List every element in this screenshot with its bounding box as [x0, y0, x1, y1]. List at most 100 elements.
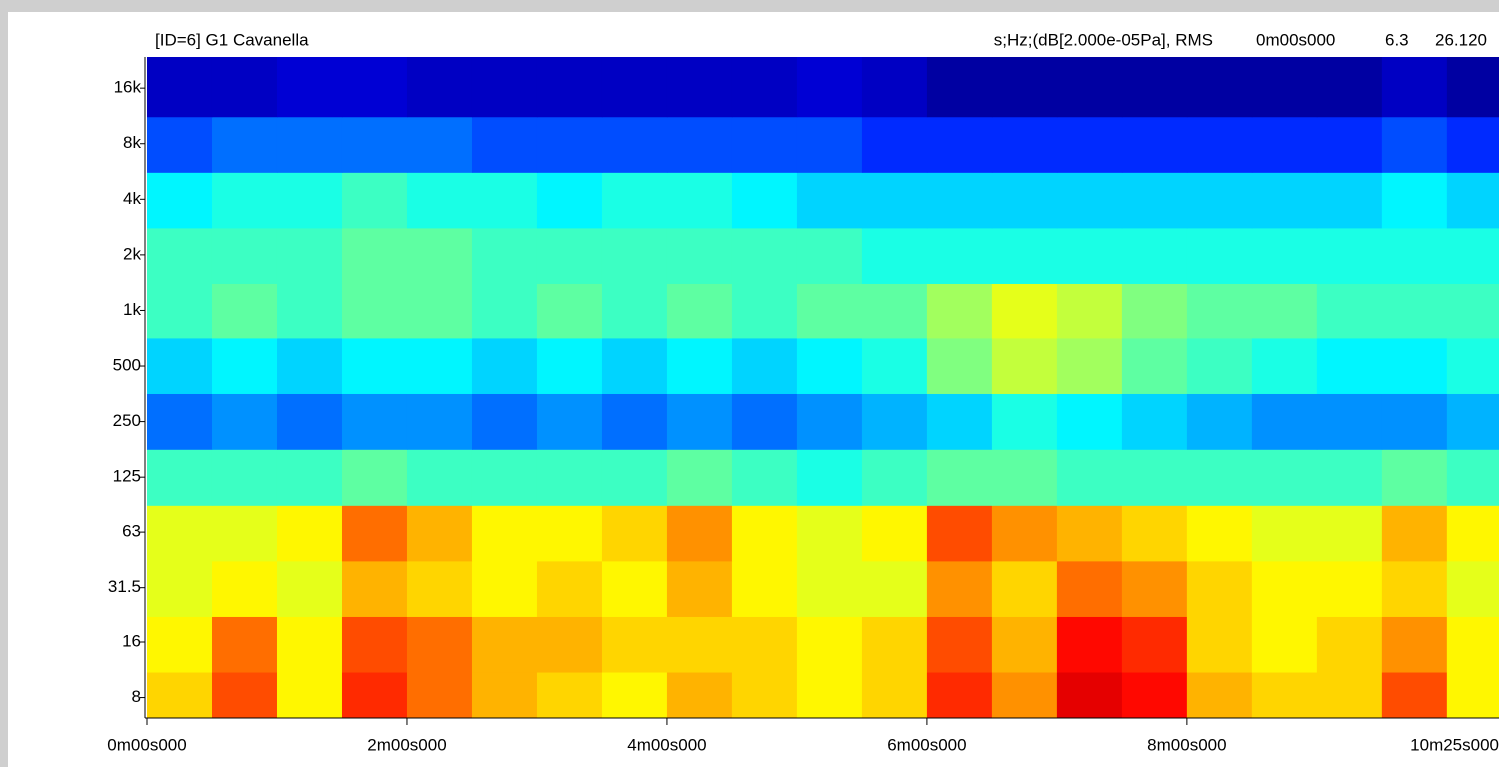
heatmap-cell	[796, 227, 863, 284]
heatmap-cell	[796, 505, 863, 562]
heatmap-cell	[1121, 337, 1188, 394]
y-tick-label: 8	[132, 687, 141, 706]
heatmap-cell	[926, 505, 993, 562]
heatmap-cell	[276, 449, 343, 506]
heatmap-cell	[601, 393, 668, 450]
heatmap-cell	[666, 227, 733, 284]
heatmap-cell	[276, 172, 343, 229]
heatmap-cell	[1056, 505, 1123, 562]
heatmap-cell	[1381, 283, 1448, 339]
heatmap-cell	[1381, 560, 1448, 617]
heatmap-cell	[991, 560, 1058, 617]
heatmap-cell	[211, 449, 278, 506]
heatmap-cell	[471, 172, 538, 229]
heatmap-cell	[276, 560, 343, 617]
heatmap-cell	[731, 672, 798, 719]
heatmap-cell	[731, 172, 798, 229]
heatmap-cell	[1381, 227, 1448, 284]
heatmap-cell	[276, 57, 343, 118]
heatmap-cell	[926, 449, 993, 506]
heatmap-cell	[1381, 337, 1448, 394]
heatmap-cell	[1186, 560, 1253, 617]
heatmap-cell	[341, 57, 408, 118]
heatmap-cell	[341, 227, 408, 284]
y-tick-label: 63	[122, 522, 141, 541]
heatmap-cell	[341, 560, 408, 617]
heatmap-cell	[276, 672, 343, 719]
heatmap-cell	[731, 560, 798, 617]
heatmap-cell	[601, 449, 668, 506]
heatmap-cell	[406, 116, 473, 173]
heatmap-cell	[1316, 116, 1383, 173]
heatmap-cell	[1121, 116, 1188, 173]
heatmap-cell	[211, 116, 278, 173]
heatmap-cell	[861, 393, 928, 450]
heatmap-cell	[341, 116, 408, 173]
heatmap-cell	[666, 172, 733, 229]
heatmap-cell	[536, 616, 603, 673]
heatmap-cell	[796, 172, 863, 229]
heatmap-cell	[406, 172, 473, 229]
heatmap-cell	[276, 393, 343, 450]
heatmap-cell	[991, 172, 1058, 229]
heatmap-cell	[1056, 337, 1123, 394]
heatmap-cell	[731, 116, 798, 173]
units-label: s;Hz;(dB[2.000e-05Pa], RMS	[994, 30, 1213, 49]
heatmap-cell	[991, 505, 1058, 562]
heatmap-cell	[471, 449, 538, 506]
heatmap-cell	[926, 337, 993, 394]
heatmap-cell	[666, 337, 733, 394]
heatmap-cell	[666, 283, 733, 339]
heatmap-cell	[341, 393, 408, 450]
heatmap-cell	[536, 283, 603, 339]
heatmap-cell	[1121, 560, 1188, 617]
heatmap-cell	[1381, 57, 1448, 118]
heatmap-cell	[666, 449, 733, 506]
heatmap-cell	[861, 116, 928, 173]
heatmap-cell	[211, 337, 278, 394]
heatmap-cell	[276, 616, 343, 673]
heatmap-cell	[406, 505, 473, 562]
heatmap-cell	[1186, 449, 1253, 506]
heatmap-cell	[471, 672, 538, 719]
heatmap-cell	[406, 227, 473, 284]
heatmap-cell	[1056, 449, 1123, 506]
heatmap-cell	[276, 227, 343, 284]
x-tick-label: 0m00s000	[107, 735, 186, 754]
heatmap-cell	[861, 57, 928, 118]
heatmap-cell	[471, 505, 538, 562]
y-tick-label: 8k	[123, 133, 141, 152]
heatmap-cell	[1316, 227, 1383, 284]
y-tick-label: 250	[113, 411, 141, 430]
heatmap-cell	[1381, 672, 1448, 719]
heatmap-cell	[731, 505, 798, 562]
heatmap-cell	[1446, 172, 1499, 229]
heatmap-cell	[926, 172, 993, 229]
y-tick-label: 16k	[114, 78, 142, 97]
heatmap-cell	[536, 57, 603, 118]
heatmap-cell	[666, 672, 733, 719]
heatmap-cell	[1316, 449, 1383, 506]
heatmap-cell	[341, 616, 408, 673]
heatmap-cell	[796, 283, 863, 339]
heatmap-cell	[406, 560, 473, 617]
heatmap-cell	[1251, 172, 1318, 229]
heatmap-cell	[1251, 449, 1318, 506]
heatmap-cell	[406, 393, 473, 450]
heatmap-cell	[147, 283, 213, 339]
heatmap-cell	[861, 560, 928, 617]
heatmap-cell	[406, 616, 473, 673]
heatmap-cell	[1186, 227, 1253, 284]
heatmap-cell	[1446, 560, 1499, 617]
heatmap-cell	[536, 227, 603, 284]
heatmap-cell	[1316, 283, 1383, 339]
heatmap-cell	[1446, 283, 1499, 339]
heatmap-cell	[1446, 227, 1499, 284]
heatmap-cell	[406, 57, 473, 118]
heatmap-cell	[1446, 672, 1499, 719]
heatmap-cell	[1251, 672, 1318, 719]
heatmap-cell	[1056, 57, 1123, 118]
heatmap-cell	[147, 560, 213, 617]
heatmap-cell	[147, 57, 213, 118]
y-tick-label: 16	[122, 631, 141, 650]
